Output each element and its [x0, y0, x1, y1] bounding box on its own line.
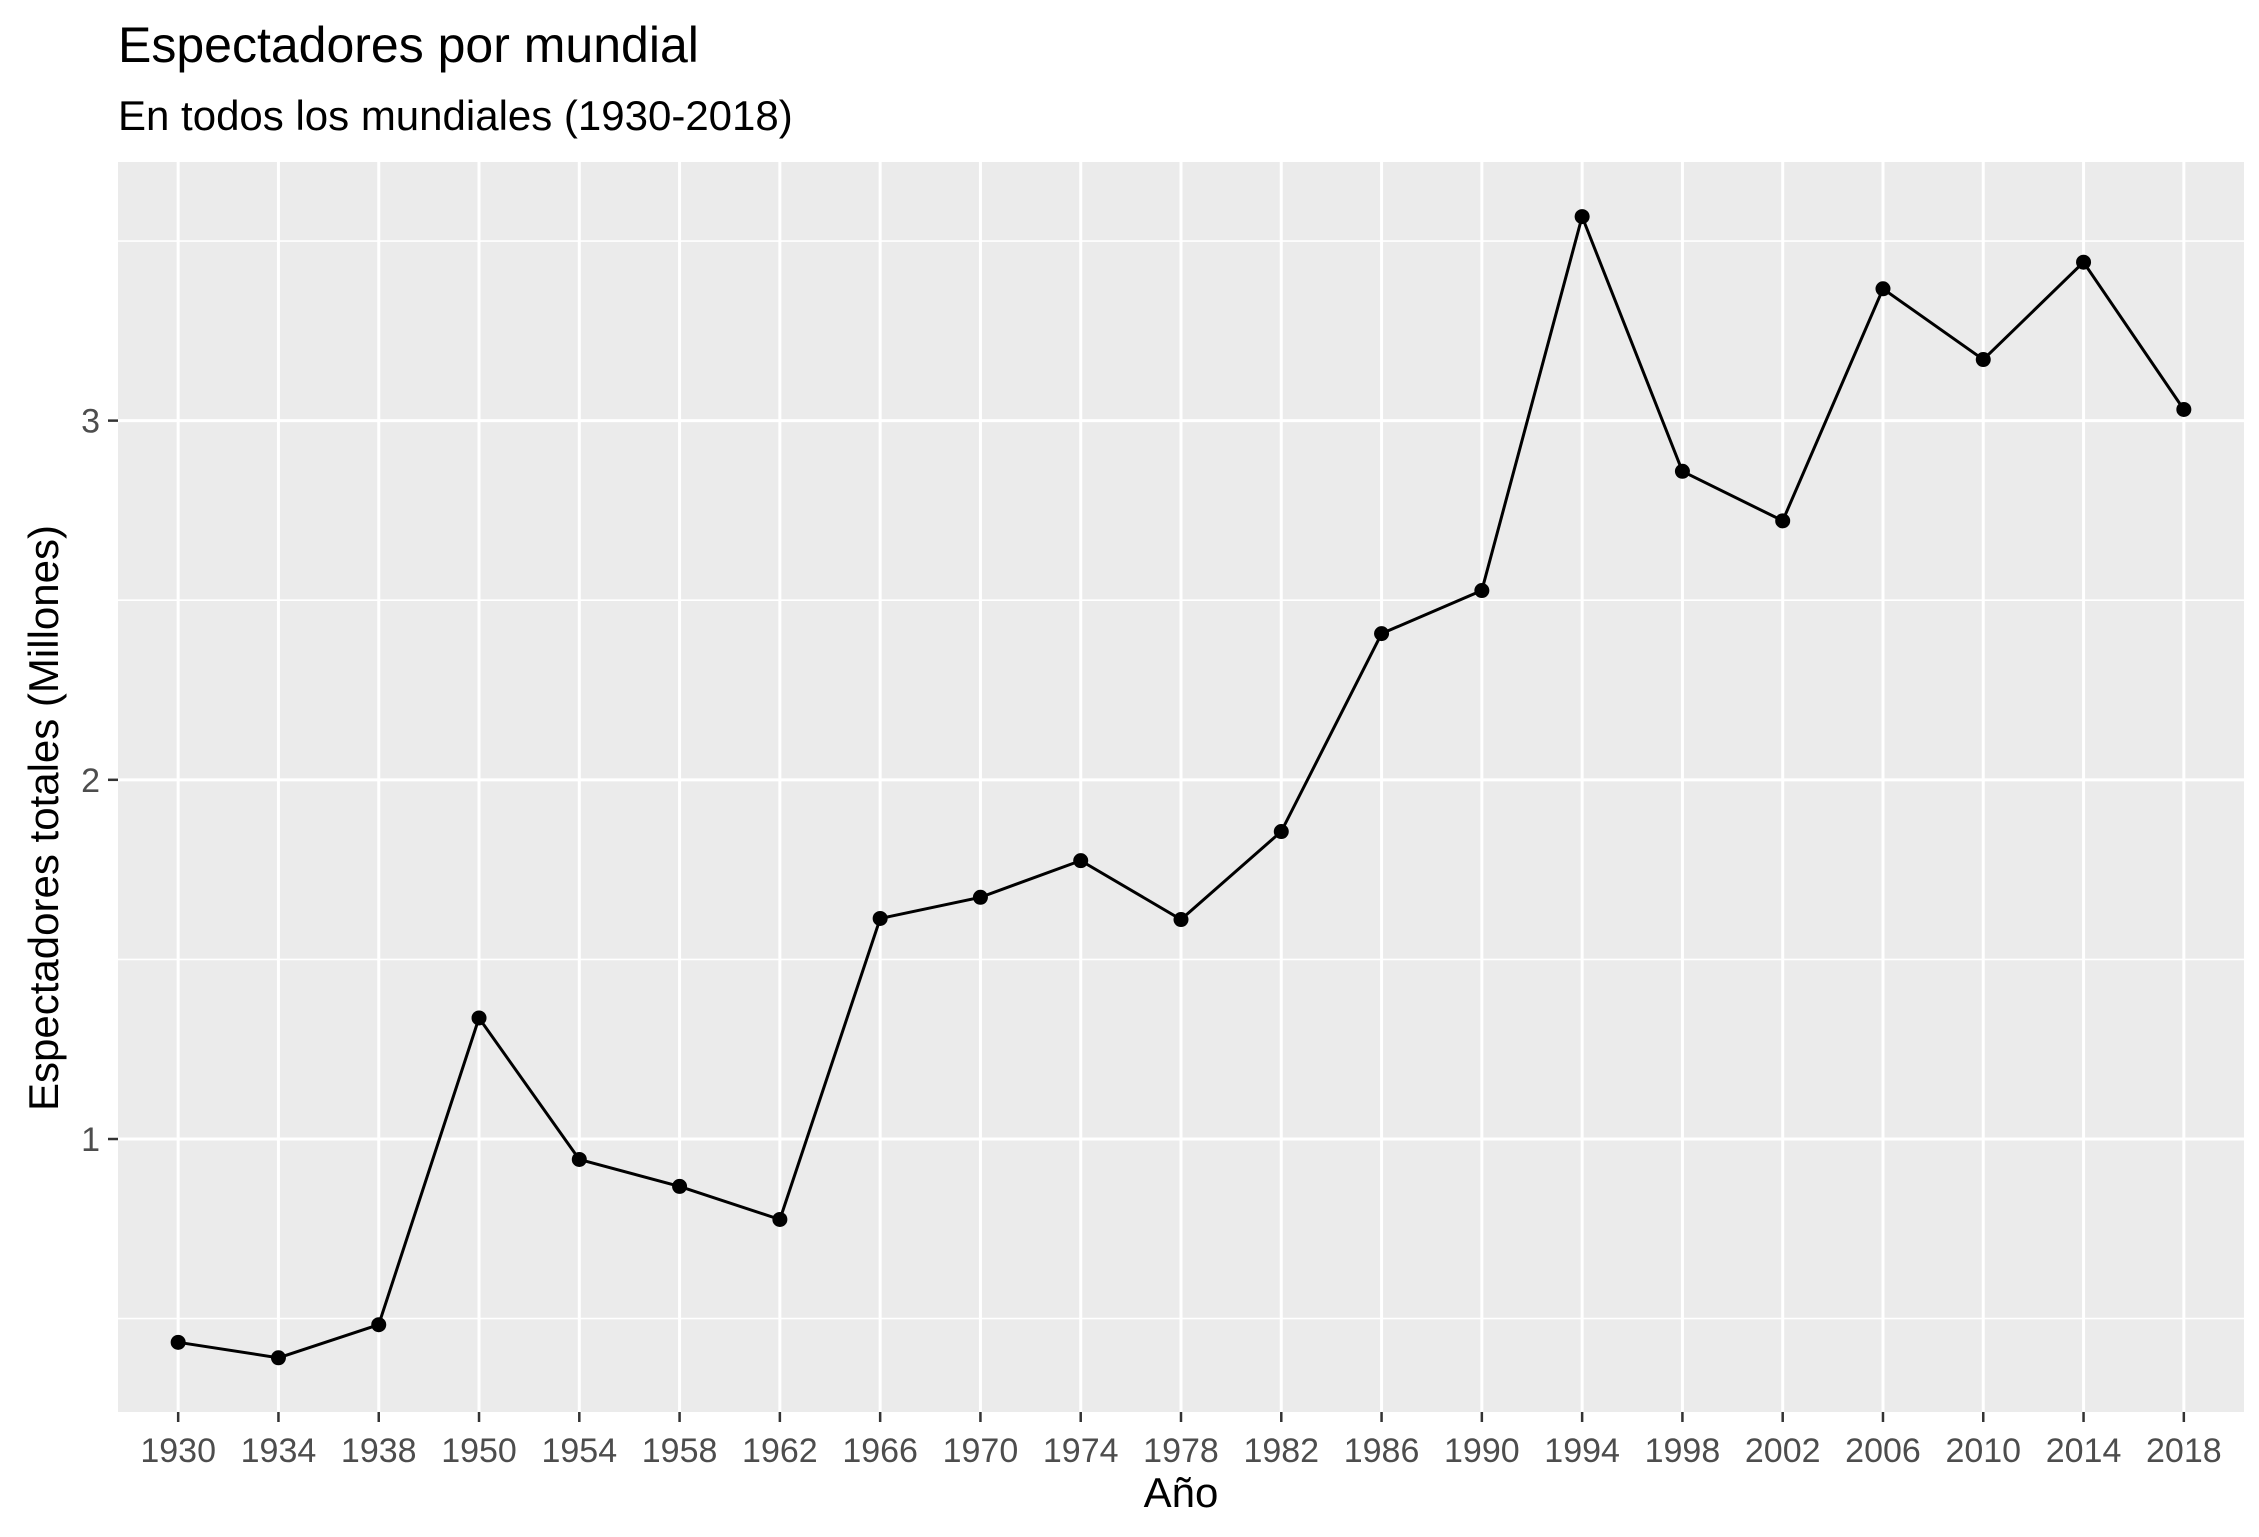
x-tick-label: 1958	[642, 1432, 718, 1470]
y-tick-label: 1	[81, 1121, 100, 1159]
x-tick-label: 1982	[1243, 1432, 1319, 1470]
data-point	[270, 1350, 286, 1366]
y-axis-tick-labels: 1 2 3	[81, 403, 100, 1159]
x-tick-label: 1962	[742, 1432, 818, 1470]
data-point	[2076, 254, 2092, 270]
x-tick-label: 1998	[1645, 1432, 1721, 1470]
data-point	[571, 1151, 587, 1167]
data-point	[972, 889, 988, 905]
chart-subtitle: En todos los mundiales (1930-2018)	[118, 92, 793, 139]
x-tick-label: 1994	[1544, 1432, 1620, 1470]
x-tick-label: 1990	[1444, 1432, 1520, 1470]
x-tick-label: 1930	[140, 1432, 216, 1470]
x-tick-label: 1978	[1143, 1432, 1219, 1470]
x-axis-tick-labels: 1930 1934 1938 1950 1954 1958 1962 1966 1970 1974…	[140, 1432, 2221, 1470]
data-point	[1374, 626, 1390, 642]
data-point	[1474, 583, 1490, 599]
x-tick-label: 1970	[943, 1432, 1019, 1470]
data-point	[1875, 281, 1891, 297]
data-points	[170, 209, 2192, 1366]
x-tick-label: 1950	[441, 1432, 517, 1470]
data-point	[1975, 352, 1991, 368]
data-point	[772, 1211, 788, 1227]
data-point	[1674, 463, 1690, 479]
data-point	[1574, 209, 1590, 225]
data-point	[1173, 912, 1189, 928]
x-tick-label: 2010	[1945, 1432, 2021, 1470]
x-tick-label: 1938	[341, 1432, 417, 1470]
data-point	[1073, 853, 1089, 869]
x-tick-label: 1986	[1344, 1432, 1420, 1470]
major-gridlines	[118, 162, 2244, 1412]
x-tick-label: 2002	[1745, 1432, 1821, 1470]
data-point	[471, 1010, 487, 1026]
data-point	[1273, 824, 1289, 840]
y-axis-title: Espectadores totales (Millones)	[20, 525, 67, 1111]
x-tick-label: 2014	[2046, 1432, 2122, 1470]
data-point	[1775, 513, 1791, 529]
y-tick-label: 2	[81, 762, 100, 800]
x-tick-label: 1974	[1043, 1432, 1119, 1470]
data-point	[872, 910, 888, 926]
data-point	[672, 1178, 688, 1194]
x-tick-label: 2006	[1845, 1432, 1921, 1470]
x-tick-label: 2018	[2146, 1432, 2222, 1470]
chart-title: Espectadores por mundial	[118, 17, 699, 73]
x-axis-title: Año	[1144, 1469, 1219, 1516]
x-tick-label: 1954	[541, 1432, 617, 1470]
x-tick-label: 1934	[241, 1432, 317, 1470]
axis-ticks	[108, 419, 2186, 1422]
y-tick-label: 3	[81, 403, 100, 441]
data-point	[2176, 401, 2192, 417]
x-tick-label: 1966	[842, 1432, 918, 1470]
data-point	[371, 1317, 387, 1333]
data-point	[170, 1334, 186, 1350]
